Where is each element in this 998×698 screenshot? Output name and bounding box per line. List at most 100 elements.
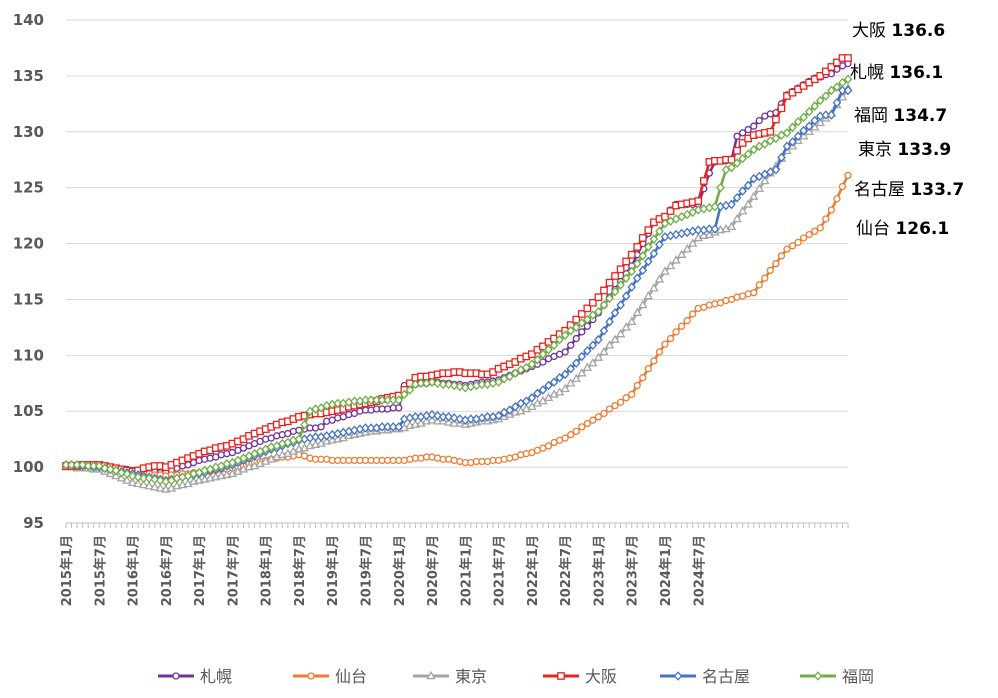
data-point bbox=[594, 413, 603, 421]
data-point bbox=[449, 380, 459, 391]
data-point bbox=[737, 206, 748, 215]
data-point bbox=[650, 357, 658, 365]
series-東京 bbox=[61, 83, 853, 493]
x-tick-label: 2023年7月 bbox=[625, 535, 641, 606]
data-point bbox=[672, 328, 680, 336]
data-point bbox=[144, 473, 154, 484]
y-tick-label: 140 bbox=[13, 11, 44, 29]
x-tick-label: 2018年1月 bbox=[259, 535, 275, 606]
data-point bbox=[572, 334, 580, 343]
data-point bbox=[594, 334, 603, 345]
data-point bbox=[676, 249, 687, 258]
data-point bbox=[395, 404, 403, 412]
y-axis-ticks: 95 100 105 110 115 120 125 130 135 140 bbox=[13, 11, 44, 532]
data-point bbox=[622, 257, 631, 266]
data-point bbox=[638, 299, 648, 309]
data-point bbox=[716, 182, 725, 193]
data-point bbox=[566, 363, 575, 374]
data-point bbox=[604, 340, 615, 349]
data-point bbox=[111, 470, 121, 480]
data-point bbox=[733, 132, 741, 140]
data-point bbox=[766, 266, 775, 275]
data-point bbox=[649, 234, 659, 244]
data-point bbox=[649, 248, 659, 259]
data-point bbox=[810, 115, 819, 126]
x-tick-label: 2016年1月 bbox=[126, 535, 142, 606]
data-point bbox=[350, 396, 359, 406]
data-point bbox=[388, 395, 398, 405]
data-point bbox=[438, 412, 448, 422]
series-line bbox=[66, 78, 849, 483]
data-point bbox=[122, 475, 132, 484]
data-point bbox=[821, 110, 831, 120]
data-point bbox=[610, 286, 620, 297]
data-point bbox=[622, 394, 630, 402]
data-point bbox=[798, 131, 809, 140]
data-point bbox=[821, 91, 831, 101]
data-point bbox=[611, 401, 619, 410]
data-point bbox=[416, 378, 426, 389]
data-point bbox=[750, 289, 758, 297]
data-point bbox=[689, 310, 697, 318]
data-point bbox=[300, 419, 309, 430]
data-point bbox=[72, 460, 82, 470]
data-point bbox=[815, 117, 825, 127]
data-point bbox=[577, 368, 587, 377]
data-point bbox=[799, 234, 808, 242]
data-point bbox=[549, 340, 559, 351]
y-tick-label: 95 bbox=[23, 514, 44, 532]
data-point bbox=[771, 165, 781, 175]
x-axis-ticks: 2015年1月 2015年7月 2016年1月 2016年7月 2017年1月 2017年… bbox=[59, 535, 707, 606]
data-point bbox=[505, 405, 514, 415]
data-point bbox=[67, 460, 76, 470]
x-tick-label: 2021年1月 bbox=[458, 535, 474, 606]
data-point bbox=[799, 125, 808, 136]
data-point bbox=[644, 226, 653, 234]
data-point bbox=[815, 95, 825, 106]
data-point bbox=[427, 409, 437, 420]
legend-marker bbox=[307, 672, 315, 680]
y-tick-label: 120 bbox=[13, 235, 44, 253]
data-point bbox=[455, 414, 465, 424]
data-point bbox=[766, 127, 775, 136]
data-point bbox=[361, 395, 370, 405]
data-point bbox=[583, 346, 592, 356]
legend-label: 東京 bbox=[455, 667, 487, 686]
data-point bbox=[567, 341, 575, 349]
end-labels: 札幌 136.1 仙台 126.1 東京 133.9 大阪 136.6 名古屋 133.… bbox=[850, 21, 964, 239]
axes bbox=[65, 522, 849, 528]
data-point bbox=[816, 72, 825, 80]
legend-item: 福岡 bbox=[800, 667, 874, 686]
data-point bbox=[832, 97, 842, 108]
data-point bbox=[793, 116, 803, 127]
data-point bbox=[589, 416, 597, 424]
data-point bbox=[632, 307, 642, 317]
y-tick-label: 130 bbox=[13, 123, 44, 141]
data-point bbox=[694, 197, 703, 205]
x-tick-label: 2015年7月 bbox=[92, 535, 108, 606]
data-point bbox=[710, 224, 720, 234]
data-point bbox=[783, 245, 791, 253]
data-point bbox=[538, 349, 548, 359]
data-point bbox=[528, 350, 536, 359]
data-point bbox=[583, 419, 591, 428]
x-tick-label: 2020年7月 bbox=[425, 535, 441, 606]
data-point bbox=[117, 467, 126, 478]
grid-lines bbox=[66, 19, 848, 468]
data-point bbox=[605, 405, 614, 413]
data-point bbox=[687, 238, 698, 247]
data-point bbox=[693, 225, 703, 235]
data-point bbox=[565, 378, 576, 387]
series-仙台 bbox=[62, 171, 852, 480]
data-point bbox=[655, 348, 664, 356]
data-point bbox=[133, 478, 143, 488]
data-point bbox=[333, 398, 343, 409]
data-point bbox=[78, 460, 87, 470]
end-label: 仙台 126.1 bbox=[856, 219, 949, 239]
data-point bbox=[443, 417, 454, 426]
data-point bbox=[533, 388, 542, 399]
x-tick-label: 2021年7月 bbox=[492, 535, 508, 606]
data-point bbox=[567, 431, 575, 439]
data-point bbox=[494, 410, 503, 421]
